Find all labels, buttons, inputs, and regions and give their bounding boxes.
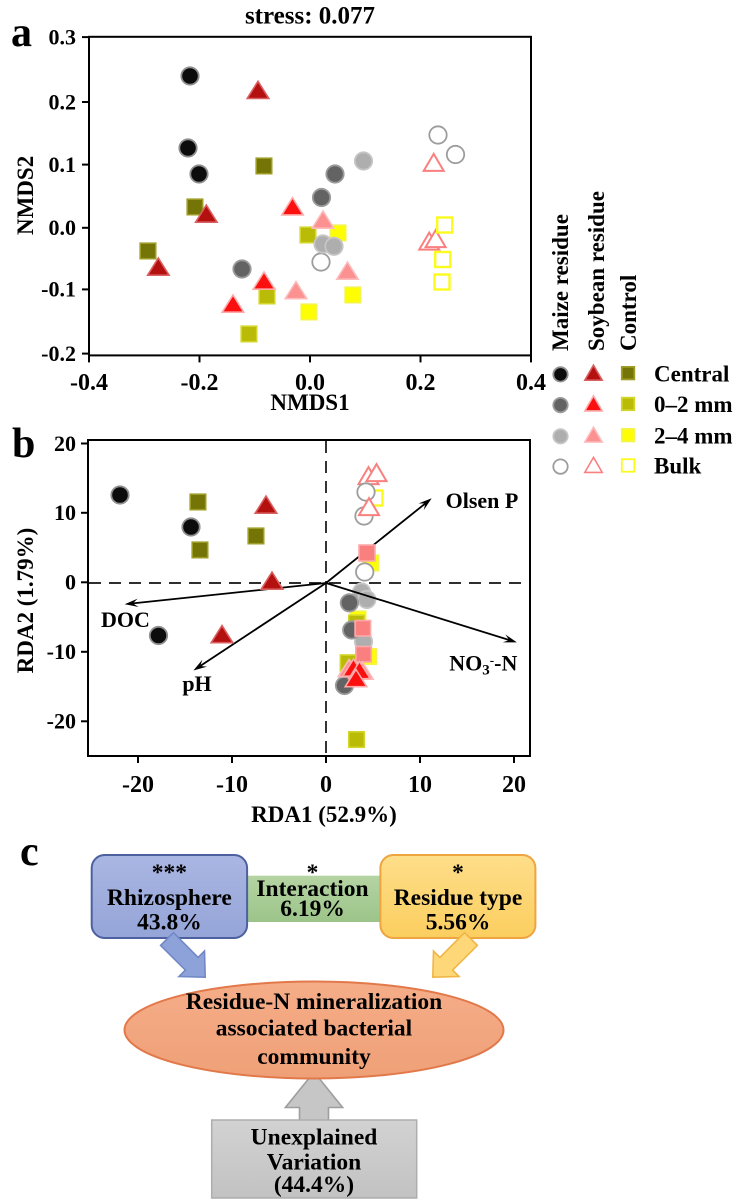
svg-text:-0.4: -0.4 (70, 370, 108, 396)
svg-text:*: * (307, 860, 319, 886)
svg-text:0: 0 (320, 772, 332, 798)
svg-text:Olsen P: Olsen P (446, 488, 519, 513)
svg-text:-10: -10 (47, 639, 76, 664)
svg-text:-20: -20 (47, 709, 76, 734)
svg-text:*: * (452, 860, 464, 886)
svg-text:20: 20 (502, 772, 526, 798)
svg-text:Rhizosphere: Rhizosphere (107, 885, 232, 911)
svg-text:DOC: DOC (101, 607, 150, 632)
svg-text:10: 10 (54, 500, 76, 525)
svg-text:stress: 0.077: stress: 0.077 (245, 3, 375, 30)
svg-text:Interaction: Interaction (256, 876, 368, 902)
svg-text:10: 10 (408, 772, 432, 798)
svg-text:b: b (12, 421, 35, 467)
svg-text:Soybean residue: Soybean residue (584, 191, 609, 351)
svg-text:Variation: Variation (267, 1150, 361, 1176)
svg-text:RDA2 (1.79%): RDA2 (1.79%) (13, 528, 38, 674)
svg-text:5.56%: 5.56% (426, 910, 491, 936)
svg-text:Bulk: Bulk (654, 454, 702, 479)
svg-text:Central: Central (654, 361, 729, 386)
svg-text:0: 0 (65, 570, 76, 595)
svg-text:(44.4%): (44.4%) (274, 1172, 354, 1198)
svg-text:0.3: 0.3 (49, 24, 77, 49)
svg-text:NMDS2: NMDS2 (13, 156, 38, 235)
svg-text:NMDS1: NMDS1 (270, 390, 349, 415)
svg-text:0.4: 0.4 (516, 370, 546, 396)
svg-text:Residue type: Residue type (394, 885, 523, 911)
svg-text:pH: pH (182, 671, 211, 696)
svg-text:-20: -20 (122, 772, 154, 798)
svg-text:c: c (20, 829, 39, 875)
svg-text:RDA1 (52.9%): RDA1 (52.9%) (251, 802, 397, 827)
svg-text:community: community (257, 1044, 371, 1070)
svg-text:-0.1: -0.1 (41, 277, 76, 302)
svg-text:0.0: 0.0 (49, 215, 77, 240)
svg-text:***: *** (152, 860, 187, 886)
svg-text:associated bacterial: associated bacterial (216, 1016, 413, 1042)
svg-text:0.2: 0.2 (49, 89, 77, 114)
svg-text:0–2 mm: 0–2 mm (654, 392, 733, 417)
svg-text:6.19%: 6.19% (280, 896, 345, 922)
svg-text:Maize residue: Maize residue (548, 214, 573, 351)
svg-text:-0.2: -0.2 (181, 370, 219, 396)
svg-text:0.0: 0.0 (295, 370, 325, 396)
svg-text:-10: -10 (216, 772, 248, 798)
svg-text:a: a (11, 10, 32, 56)
svg-text:Residue-N mineralization: Residue-N mineralization (186, 989, 443, 1015)
svg-text:0.1: 0.1 (49, 152, 77, 177)
svg-text:20: 20 (54, 431, 76, 456)
svg-text:0.2: 0.2 (406, 370, 436, 396)
svg-text:43.8%: 43.8% (137, 910, 202, 936)
svg-text:Control: Control (616, 275, 641, 351)
svg-text:-0.2: -0.2 (41, 341, 76, 366)
svg-text:Unexplained: Unexplained (251, 1125, 378, 1151)
svg-text:2–4 mm: 2–4 mm (654, 423, 733, 448)
